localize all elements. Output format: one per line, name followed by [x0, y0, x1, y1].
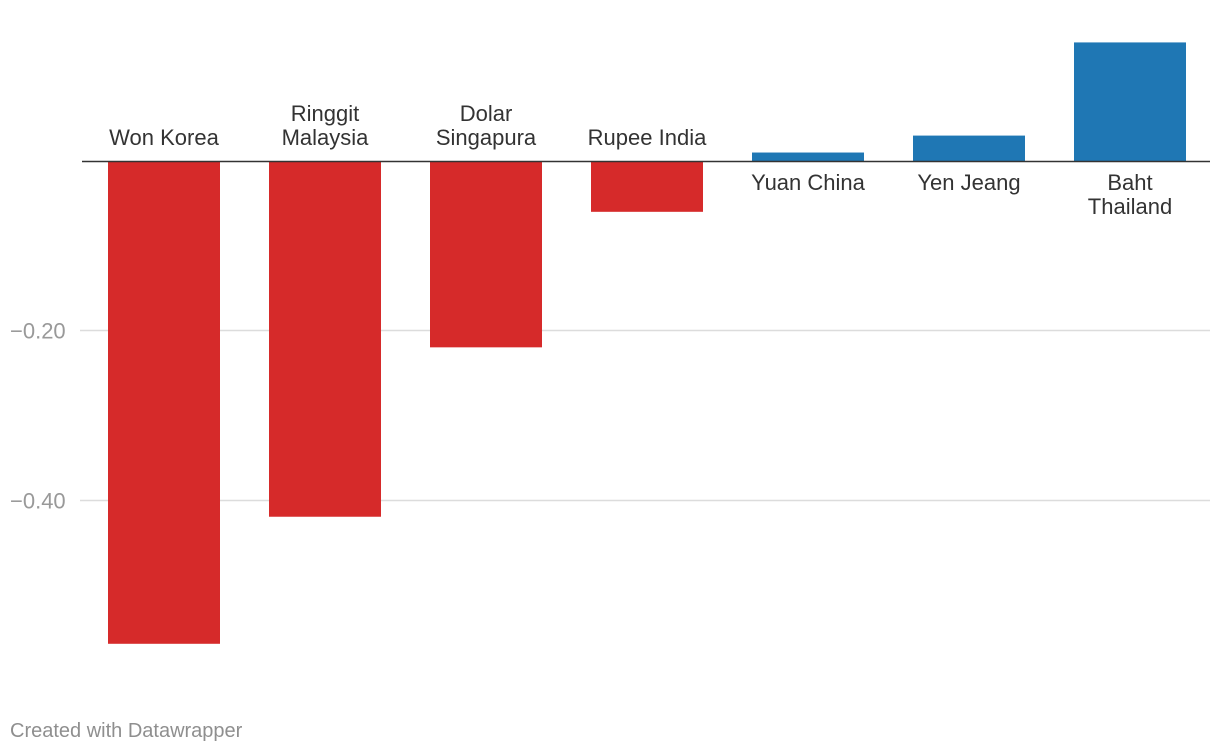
bar	[108, 161, 220, 644]
category-label: Baht Thailand	[1088, 170, 1172, 219]
bar	[430, 161, 542, 348]
bar	[591, 161, 703, 212]
bar	[752, 152, 864, 161]
y-tick-label: −0.20	[10, 319, 66, 344]
category-label: Won Korea	[109, 125, 219, 150]
category-label: Ringgit Malaysia	[282, 101, 370, 150]
datawrapper-credit: Created with Datawrapper	[10, 720, 243, 742]
category-label: Rupee India	[588, 125, 707, 150]
bar-chart: −0.20 −0.40 Won Korea Ringgit Malaysia Dolar S…	[10, 42, 1210, 644]
y-tick-label: −0.40	[10, 489, 66, 514]
bar	[1074, 42, 1186, 161]
bar	[913, 135, 1025, 161]
category-label: Yen Jeang	[917, 170, 1020, 195]
bar	[269, 161, 381, 517]
category-label: Yuan China	[751, 170, 866, 195]
category-label: Dolar Singapura	[436, 101, 537, 150]
